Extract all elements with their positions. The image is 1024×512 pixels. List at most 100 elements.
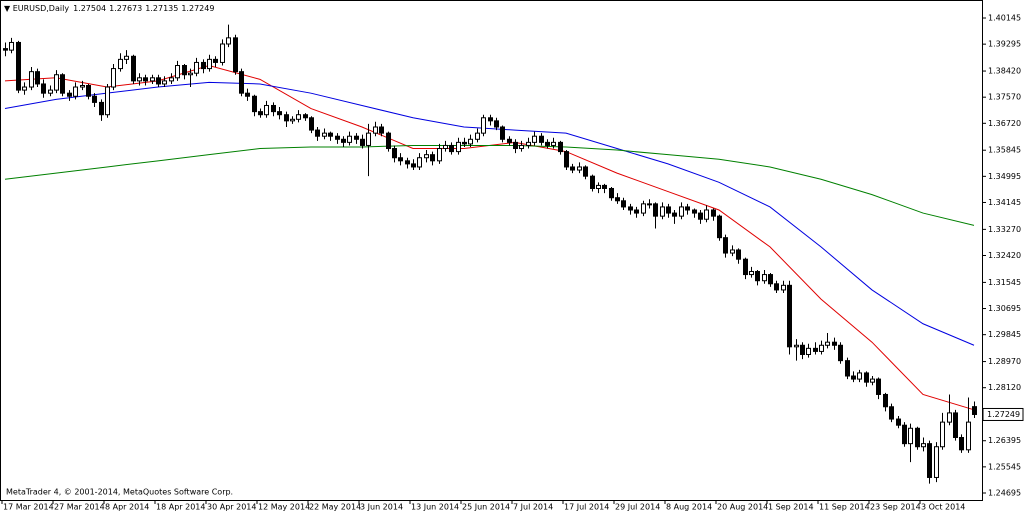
candle-body — [226, 37, 231, 45]
y-tick-label: 1.40145 — [988, 14, 1021, 23]
candle-body — [162, 80, 167, 85]
candle-body — [488, 117, 493, 122]
candle-body — [947, 412, 952, 423]
candle-body — [16, 41, 21, 91]
candle-body — [972, 406, 977, 415]
x-tick-label: 13 Jun 2014 — [411, 503, 459, 512]
x-tick-label: 17 Jul 2014 — [564, 503, 609, 512]
candle-body — [832, 341, 837, 346]
x-tick-label: 11 Sep 2014 — [819, 503, 870, 512]
candle-body — [679, 206, 684, 217]
x-tick-label: 7 Jul 2014 — [513, 503, 553, 512]
candle-body — [934, 446, 939, 478]
y-tick-label: 1.31545 — [988, 278, 1021, 287]
candle-body — [609, 187, 614, 199]
candle-body — [634, 209, 639, 214]
candle-body — [468, 138, 473, 145]
candle-body — [284, 114, 289, 122]
candle-body — [794, 344, 799, 348]
candle-body — [870, 378, 875, 383]
y-tick-label: 1.32420 — [988, 251, 1021, 260]
candle-body — [73, 86, 78, 97]
candle-body — [430, 154, 435, 162]
candle-body — [456, 141, 461, 153]
candle-body — [723, 237, 728, 254]
candle-body — [137, 77, 142, 82]
candle-body — [443, 144, 448, 150]
candle-body — [717, 215, 722, 239]
candle-body — [80, 84, 85, 88]
plot-frame — [0, 0, 983, 501]
y-tick-label: 1.35845 — [988, 146, 1021, 155]
symbol: ▼ — [4, 4, 13, 13]
x-tick-label: 22 May 2014 — [309, 503, 361, 512]
candle-body — [188, 72, 193, 76]
x-tick-label: 12 May 2014 — [258, 503, 310, 512]
candle-body — [22, 86, 27, 91]
candle-body — [806, 347, 811, 355]
candle-body — [570, 166, 575, 171]
candle-body — [749, 270, 754, 276]
candle-body — [220, 43, 225, 63]
candle-body — [156, 77, 161, 85]
x-tick-label: 1 Sep 2014 — [768, 503, 814, 512]
candle-body — [672, 212, 677, 217]
candle-body — [201, 61, 206, 70]
candle-body — [921, 443, 926, 448]
candle-body — [545, 141, 550, 146]
candle-body — [290, 118, 295, 122]
x-tick-label: 25 Jun 2014 — [462, 503, 510, 512]
candle-body — [602, 184, 607, 189]
candle-body — [558, 141, 563, 153]
candle-body — [239, 71, 244, 94]
candle-body — [915, 427, 920, 448]
x-tick-label: 17 Mar 2014 — [3, 503, 54, 512]
candle-body — [564, 151, 569, 168]
chart-header: ▼ EURUSD,Daily 1.27504 1.27673 1.27135 1.272… — [4, 4, 214, 13]
candle-body — [532, 135, 537, 143]
candle-body — [366, 132, 371, 146]
y-tick-label: 1.26395 — [988, 436, 1021, 445]
candle-body — [258, 111, 263, 116]
candle-body — [577, 166, 582, 171]
candle-body — [896, 418, 901, 426]
candle-body — [9, 41, 14, 51]
candle-body — [927, 443, 932, 478]
header-close: 1.27249 — [181, 4, 214, 13]
candle-body — [590, 175, 595, 189]
candle-body — [774, 283, 779, 291]
candle-body — [519, 144, 524, 150]
y-tick-label: 1.25545 — [988, 462, 1021, 471]
candle-body — [704, 209, 709, 220]
candle-body — [857, 372, 862, 380]
candle-body — [60, 74, 65, 94]
y-tick-label: 1.28970 — [988, 357, 1021, 366]
candle-body — [698, 212, 703, 220]
candle-body — [666, 206, 671, 214]
candle-body — [685, 206, 690, 211]
candle-body — [169, 77, 174, 82]
candle-body — [264, 104, 269, 116]
candle-body — [328, 132, 333, 137]
candle-body — [379, 126, 384, 134]
candle-body — [711, 209, 716, 217]
candle-body — [335, 135, 340, 140]
candle-body — [513, 141, 518, 150]
x-tick-label: 18 Apr 2014 — [156, 503, 205, 512]
candle-body — [424, 154, 429, 159]
candle-body — [411, 163, 416, 168]
candle-body — [621, 200, 626, 208]
candle-body — [207, 58, 212, 70]
candle-body — [825, 341, 830, 346]
candle-body — [315, 129, 320, 137]
candle-body — [271, 104, 276, 113]
candle-body — [150, 77, 155, 82]
candle-body — [392, 148, 397, 159]
candle-body — [647, 203, 652, 206]
candle-body — [124, 55, 129, 60]
candle-body — [213, 58, 218, 63]
candle-body — [583, 166, 588, 177]
candle-body — [940, 421, 945, 448]
candle-body — [494, 120, 499, 128]
y-tick-label: 1.34995 — [988, 172, 1021, 181]
